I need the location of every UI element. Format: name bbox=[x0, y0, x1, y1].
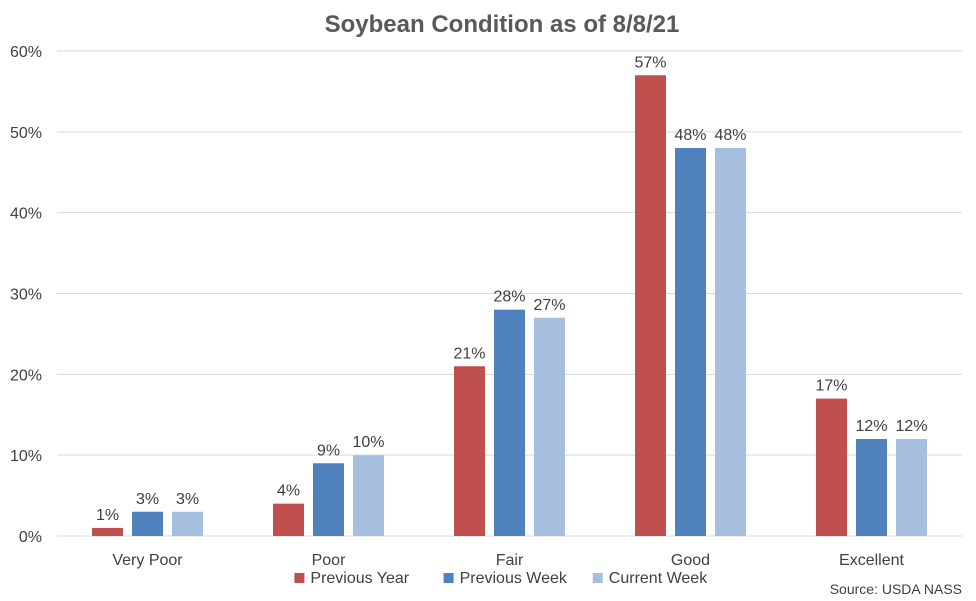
x-category-label: Very Poor bbox=[112, 552, 183, 569]
data-labels: 1% 3% 3% 4% 9% 10% 21% 28% 27% 57% 48% 48% 17% 12% 12% bbox=[96, 54, 928, 524]
y-tick-label: 60% bbox=[10, 44, 42, 61]
chart-title: Soybean Condition as of 8/8/21 bbox=[325, 11, 680, 38]
legend-label: Current Week bbox=[609, 570, 708, 587]
legend-item: Current Week bbox=[592, 570, 708, 587]
legend: Previous Year Previous Week Current Week bbox=[294, 570, 708, 587]
data-label: 10% bbox=[352, 434, 384, 451]
data-label: 27% bbox=[533, 297, 565, 314]
data-label: 9% bbox=[317, 442, 340, 459]
bar bbox=[494, 309, 525, 536]
bar bbox=[172, 511, 203, 536]
data-label: 3% bbox=[176, 491, 199, 508]
y-tick-label: 30% bbox=[10, 287, 42, 304]
bar bbox=[353, 455, 384, 536]
data-label: 28% bbox=[493, 289, 525, 306]
bar bbox=[675, 148, 706, 536]
y-tick-label: 0% bbox=[19, 529, 42, 546]
bars bbox=[92, 75, 927, 536]
legend-item: Previous Week bbox=[443, 570, 568, 587]
data-label: 48% bbox=[674, 127, 706, 144]
bar bbox=[816, 398, 847, 536]
y-tick-label: 20% bbox=[10, 367, 42, 384]
bar bbox=[856, 439, 887, 536]
y-tick-label: 50% bbox=[10, 125, 42, 142]
y-axis-ticks: 0% 10% 20% 30% 40% 50% 60% bbox=[10, 44, 42, 546]
legend-swatch bbox=[294, 573, 305, 583]
y-tick-label: 10% bbox=[10, 448, 42, 465]
bar bbox=[454, 366, 485, 536]
y-tick-label: 40% bbox=[10, 206, 42, 223]
data-label: 21% bbox=[453, 345, 485, 362]
bar bbox=[132, 511, 163, 536]
bar bbox=[896, 439, 927, 536]
data-label: 4% bbox=[277, 483, 300, 500]
legend-label: Previous Week bbox=[460, 570, 568, 587]
data-label: 48% bbox=[714, 127, 746, 144]
data-label: 12% bbox=[895, 418, 927, 435]
data-label: 57% bbox=[634, 54, 666, 71]
bar bbox=[313, 463, 344, 536]
legend-item: Previous Year bbox=[294, 570, 410, 587]
bar bbox=[273, 503, 304, 536]
data-label: 17% bbox=[815, 378, 847, 395]
x-axis-categories: Very Poor Poor Fair Good Excellent bbox=[112, 552, 904, 569]
x-category-label: Good bbox=[671, 552, 710, 569]
x-category-label: Fair bbox=[496, 552, 524, 569]
source-note: Source: USDA NASS bbox=[830, 581, 962, 597]
data-label: 3% bbox=[136, 491, 159, 508]
data-label: 1% bbox=[96, 507, 119, 524]
bar bbox=[715, 148, 746, 536]
legend-label: Previous Year bbox=[310, 570, 409, 587]
data-label: 12% bbox=[855, 418, 887, 435]
legend-swatch bbox=[443, 573, 454, 583]
legend-swatch bbox=[592, 573, 603, 583]
x-category-label: Excellent bbox=[839, 552, 904, 569]
x-category-label: Poor bbox=[312, 552, 346, 569]
bar bbox=[92, 527, 123, 536]
bar bbox=[534, 317, 565, 536]
bar bbox=[635, 75, 666, 536]
